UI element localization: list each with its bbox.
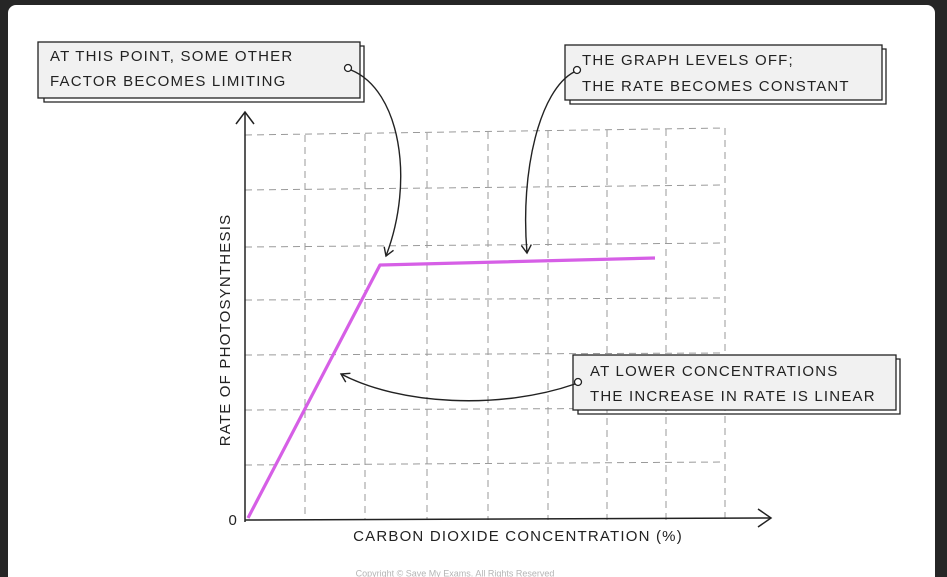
- origin-label: 0: [228, 512, 238, 529]
- annotation: THE GRAPH LEVELS OFF; THE RATE BECOMES C…: [520, 44, 887, 255]
- y-arrow: [235, 110, 255, 125]
- panel: [8, 5, 935, 577]
- annotation-text: THE RATE BECOMES CONSTANT: [582, 78, 850, 95]
- rate-curve: [246, 256, 656, 519]
- copyright: Copyright © Save My Exams. All Rights Re…: [356, 568, 555, 577]
- grid: [244, 127, 726, 520]
- axes: [235, 110, 773, 528]
- x-axis: [244, 517, 771, 521]
- x-arrow: [757, 508, 773, 528]
- x-axis-label: CARBON DIOXIDE CONCENTRATION (%): [353, 528, 683, 545]
- annotation-text: FACTOR BECOMES LIMITING: [50, 73, 287, 90]
- annotation-text: AT THIS POINT, SOME OTHER: [50, 48, 293, 65]
- y-axis-label: RATE OF PHOTOSYNTHESIS: [217, 214, 234, 447]
- annotation: AT THIS POINT, SOME OTHER FACTOR BECOMES…: [37, 41, 402, 258]
- annotation-text: THE INCREASE IN RATE IS LINEAR: [590, 388, 876, 405]
- annotation-text: AT LOWER CONCENTRATIONS: [590, 363, 838, 380]
- annotation: AT LOWER CONCENTRATIONS THE INCREASE IN …: [339, 354, 901, 415]
- annotation-text: THE GRAPH LEVELS OFF;: [582, 52, 794, 69]
